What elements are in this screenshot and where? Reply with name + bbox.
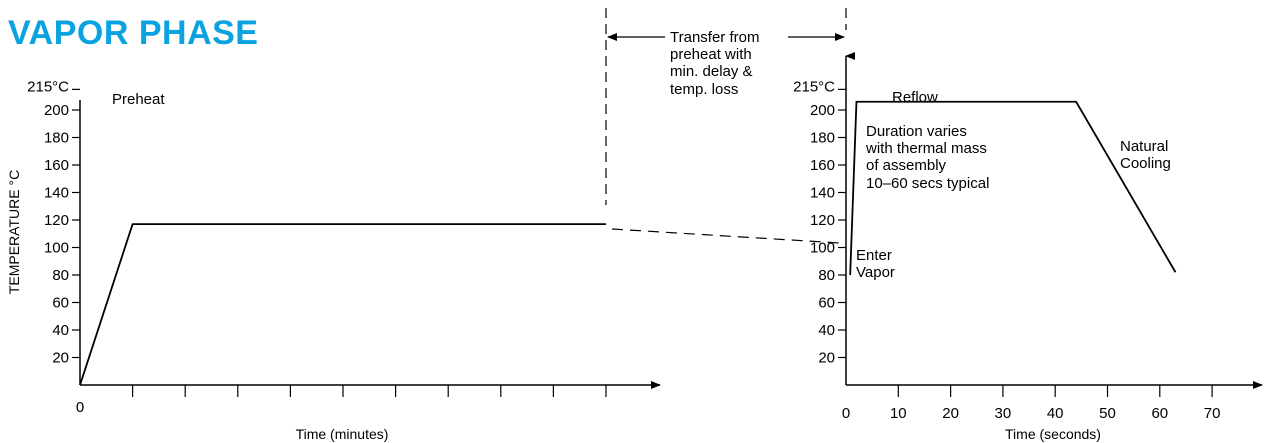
duration-note-line-4: 10–60 secs typical [866,175,989,192]
reflow-x-tick-label: 40 [1047,405,1064,422]
reflow-x-tick-label: 60 [1151,405,1168,422]
preheat-label: Preheat [112,91,165,108]
reflow-x-tick-label: 0 [842,405,850,422]
preheat-x-origin-label: 0 [76,399,84,416]
preheat-profile-line [79,223,606,386]
page-title: VAPOR PHASE [8,14,259,52]
reflow-x-tick-label: 20 [942,405,959,422]
preheat-y-axis-title: TEMPERATURE °C [6,170,22,294]
transfer-section: Transfer from preheat with min. delay & … [605,8,847,244]
preheat-y-tick-label: 40 [52,322,69,339]
natural-cooling-line-1: Natural [1120,138,1168,155]
transfer-label-line-2: preheat with [670,46,752,63]
reflow-label: Reflow [892,89,938,106]
preheat-y-tick-label: 200 [44,102,69,119]
preheat-y-tick-label: 140 [44,185,69,202]
reflow-x-tick-label: 70 [1204,405,1221,422]
reflow-profile-line [849,100,1177,276]
preheat-y-extra-tick-label: 215°C [27,78,69,95]
preheat-y-tick-label: 20 [52,350,69,367]
preheat-chart: 20 40 60 80 100 120 140 160 180 200 215°C 0 Time (… [6,78,661,442]
reflow-y-tick-label: 40 [818,322,835,339]
reflow-y-tick-label: 200 [810,102,835,119]
reflow-x-tick-label: 30 [995,405,1012,422]
transfer-temp-loss-line [611,228,841,244]
preheat-y-tick-label: 80 [52,267,69,284]
reflow-y-tick-label: 180 [810,130,835,147]
reflow-chart: 20 40 60 80 100 120 140 160 180 200 215°C 0 10 20 30 4… [793,52,1263,442]
natural-cooling-line-2: Cooling [1120,155,1171,172]
reflow-y-tick-label: 20 [818,350,835,367]
reflow-x-axis-title: Time (seconds) [1005,426,1101,442]
preheat-y-tick-label: 160 [44,157,69,174]
reflow-y-extra-tick-label: 215°C [793,78,835,95]
duration-note-line-3: of assembly [866,157,947,174]
duration-note-line-1: Duration varies [866,123,967,140]
enter-vapor-line-2: Vapor [856,264,895,281]
enter-vapor-line-1: Enter [856,247,892,264]
transfer-label-line-1: Transfer from [670,29,759,46]
reflow-y-tick-label: 80 [818,267,835,284]
reflow-y-tick-label: 160 [810,157,835,174]
reflow-x-tick-label: 10 [890,405,907,422]
reflow-x-tick-label: 50 [1099,405,1116,422]
transfer-label-line-3: min. delay & [670,63,753,80]
preheat-y-tick-label: 120 [44,212,69,229]
reflow-y-tick-label: 140 [810,185,835,202]
reflow-y-tick-label: 120 [810,212,835,229]
reflow-y-tick-label: 100 [810,240,835,257]
preheat-x-axis-title: Time (minutes) [296,426,389,442]
duration-note-line-2: with thermal mass [865,140,987,157]
preheat-y-tick-label: 100 [44,240,69,257]
preheat-y-tick-label: 180 [44,130,69,147]
reflow-y-tick-label: 60 [818,295,835,312]
transfer-label-line-4: temp. loss [670,81,738,98]
preheat-y-tick-label: 60 [52,295,69,312]
